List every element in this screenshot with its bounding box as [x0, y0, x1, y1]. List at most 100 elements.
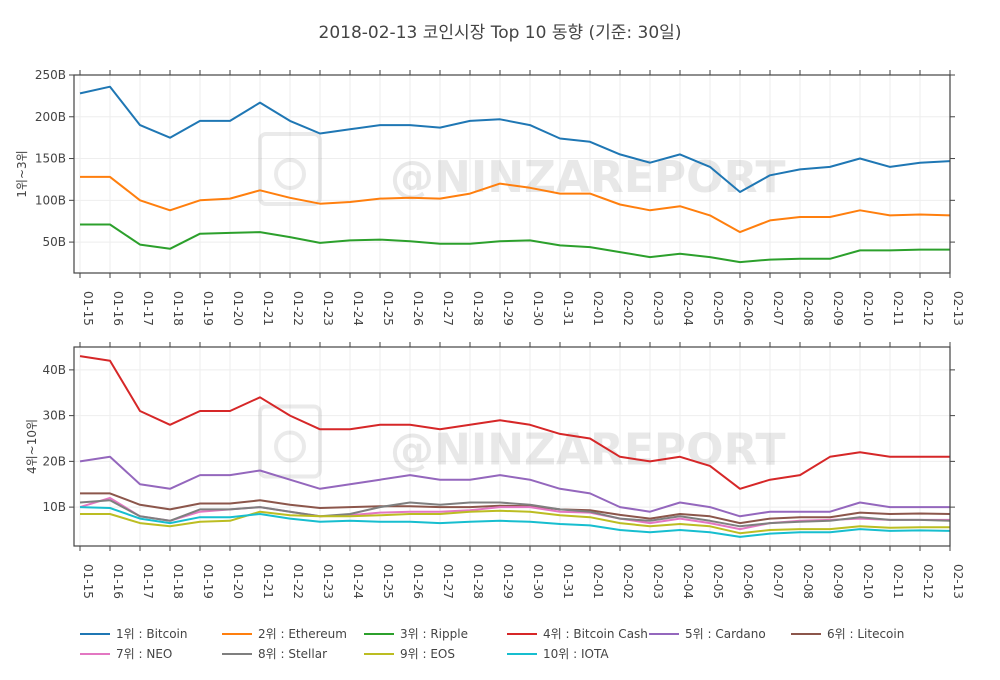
y-tick-label: 40B — [42, 363, 66, 377]
x-tick-label: 02-02 — [621, 564, 635, 599]
y-tick-label: 250B — [35, 68, 66, 82]
series-line-2 — [79, 455, 950, 518]
x-tick-label: 01-22 — [291, 564, 305, 599]
x-tick-label: 01-30 — [531, 564, 545, 599]
y-axis-title: 1위~3위 — [15, 150, 29, 197]
x-tick-label: 01-21 — [261, 564, 275, 599]
x-tick-label: 02-04 — [681, 564, 695, 599]
x-tick-label: 01-18 — [171, 291, 185, 326]
x-tick-label: 02-11 — [891, 291, 905, 326]
panel-2: 10B 20B 30B 40B @NINZAREPORT 01-15 01-16 01-17 0… — [25, 342, 965, 599]
x-tick-label: 02-07 — [771, 564, 785, 599]
x-tick-label: 02-07 — [771, 291, 785, 326]
y-tick-label: 200B — [35, 110, 66, 124]
x-tick-label: 02-04 — [681, 291, 695, 326]
x-tick-label: 01-30 — [531, 291, 545, 326]
x-tick-label: 01-28 — [471, 291, 485, 326]
series-line-5 — [79, 499, 951, 528]
x-tick-label: 01-22 — [291, 291, 305, 326]
x-tick-label: 01-27 — [441, 291, 455, 326]
y-tick-label: 50B — [42, 235, 66, 249]
legend-item-10[interactable]: 10위 : IOTA — [507, 647, 609, 661]
x-tick-label: 02-03 — [651, 564, 665, 599]
series-line-7 — [79, 506, 951, 538]
x-tick-label: 01-25 — [381, 564, 395, 599]
x-tick-label: 02-05 — [711, 564, 725, 599]
y-tick-label: 30B — [42, 409, 66, 423]
x-tick-label: 01-25 — [381, 291, 395, 326]
x-tick-label: 01-15 — [81, 564, 95, 599]
x-tick-label: 01-26 — [411, 291, 425, 326]
x-tick-label: 02-13 — [951, 564, 965, 599]
x-tick-label: 01-26 — [411, 564, 425, 599]
watermark-logo-icon — [258, 404, 322, 479]
x-tick-label: 02-09 — [831, 291, 845, 326]
legend-label: 10위 : IOTA — [543, 647, 609, 661]
plot-frame — [73, 74, 951, 274]
x-tick-label: 02-13 — [951, 291, 965, 326]
x-tick-label: 01-24 — [351, 291, 365, 326]
series-line-1 — [79, 355, 950, 490]
legend-item-6[interactable]: 6위 : Litecoin — [791, 627, 904, 641]
x-tick-label: 01-18 — [171, 564, 185, 599]
legend-item-8[interactable]: 8위 : Stellar — [222, 647, 327, 661]
legend-label: 4위 : Bitcoin Cash — [543, 627, 648, 641]
x-tick-label: 02-12 — [921, 291, 935, 326]
watermark-text: @NINZAREPORT — [390, 425, 785, 476]
x-tick-label: 01-28 — [471, 564, 485, 599]
x-tick-label: 02-11 — [891, 564, 905, 599]
y-tick-label: 150B — [35, 152, 66, 166]
legend-item-9[interactable]: 9위 : EOS — [364, 647, 455, 661]
x-tick-label: 01-15 — [81, 291, 95, 326]
x-tick-label: 01-20 — [231, 564, 245, 599]
watermark: @NINZAREPORT — [258, 404, 785, 479]
watermark-circle-icon — [274, 430, 306, 463]
x-tick-label: 02-05 — [711, 291, 725, 326]
legend-label: 6위 : Litecoin — [827, 627, 904, 641]
y-tick-label: 100B — [35, 193, 66, 207]
x-tick-label: 02-06 — [741, 291, 755, 326]
x-tick-label: 01-31 — [561, 291, 575, 326]
x-tick-label: 02-06 — [741, 564, 755, 599]
legend-item-4[interactable]: 4위 : Bitcoin Cash — [507, 627, 648, 641]
watermark-logo-icon — [258, 132, 322, 206]
legend-label: 1위 : Bitcoin — [116, 627, 188, 641]
legend-label: 9위 : EOS — [400, 647, 455, 661]
legend-item-3[interactable]: 3위 : Ripple — [364, 627, 468, 641]
x-tick-label: 01-21 — [261, 291, 275, 326]
chart-legend: 1위 : Bitcoin 2위 : Ethereum 3위 : Ripple 4위 :… — [80, 627, 904, 661]
legend-label: 3위 : Ripple — [400, 627, 468, 641]
x-tick-label: 02-10 — [861, 291, 875, 326]
watermark: @NINZAREPORT — [258, 132, 785, 206]
x-tick-label: 01-23 — [321, 291, 335, 326]
x-tick-label: 01-31 — [561, 564, 575, 599]
x-tick-label: 01-29 — [501, 564, 515, 599]
series-line-1 — [79, 85, 951, 193]
panel-1: 50B 100B 150B 200B 250B @NINZAREPORT 01-15 01-1… — [15, 68, 965, 326]
x-tick-label: 02-01 — [591, 291, 605, 326]
x-tick-label: 01-19 — [201, 564, 215, 599]
legend-label: 7위 : NEO — [116, 647, 172, 661]
legend-item-2[interactable]: 2위 : Ethereum — [222, 627, 347, 641]
series-line-2 — [80, 175, 951, 234]
series-line-6 — [80, 509, 950, 535]
plot-frame — [73, 346, 951, 547]
x-tick-label: 02-10 — [861, 564, 875, 599]
x-tick-label: 02-12 — [921, 564, 935, 599]
x-tick-label: 01-27 — [441, 564, 455, 599]
legend-item-5[interactable]: 5위 : Cardano — [649, 627, 766, 641]
legend-label: 2위 : Ethereum — [258, 627, 347, 641]
series-line-3 — [80, 492, 951, 525]
x-tick-label: 01-16 — [111, 291, 125, 326]
x-tick-label: 02-01 — [591, 564, 605, 599]
x-tick-label: 01-16 — [111, 564, 125, 599]
y-tick-label: 20B — [42, 454, 66, 468]
y-tick-label: 10B — [42, 500, 66, 514]
legend-item-1[interactable]: 1위 : Bitcoin — [80, 627, 188, 641]
legend-item-7[interactable]: 7위 : NEO — [80, 647, 172, 661]
x-tick-label: 02-03 — [651, 291, 665, 326]
chart-title: 2018-02-13 코인시장 Top 10 동향 (기준: 30일) — [319, 23, 682, 43]
x-tick-label: 01-20 — [231, 291, 245, 326]
x-tick-label: 01-23 — [321, 564, 335, 599]
